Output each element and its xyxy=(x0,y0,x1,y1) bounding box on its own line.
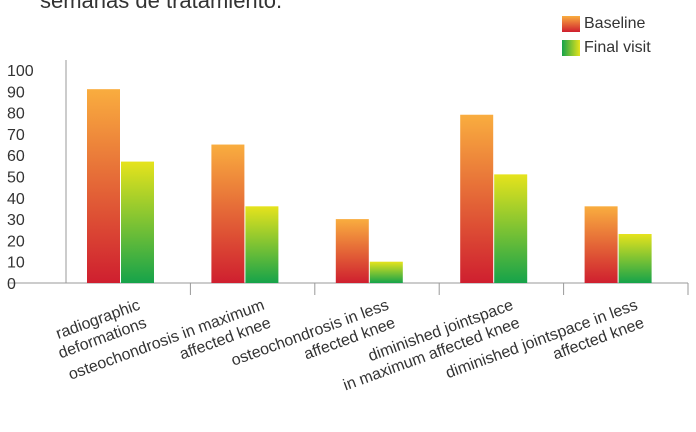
legend-swatch-final-visit xyxy=(562,40,580,56)
bar-baseline xyxy=(584,206,618,283)
y-tick-label: 60 xyxy=(7,148,25,165)
bar-final-visit xyxy=(369,261,403,283)
legend-swatch-baseline xyxy=(562,16,580,32)
bar-final-visit xyxy=(245,206,279,283)
legend-label-final-visit: Final visit xyxy=(584,39,651,56)
bar-baseline xyxy=(211,144,245,283)
y-tick-label: 30 xyxy=(7,212,25,229)
bar-final-visit xyxy=(121,161,154,283)
chart-title-fragment: semanas de tratamiento. xyxy=(40,0,283,13)
legend: Baseline Final visit xyxy=(562,12,651,60)
y-tick-label: 50 xyxy=(7,170,25,187)
y-tick-label: 20 xyxy=(7,233,25,250)
bar-baseline xyxy=(87,89,120,283)
y-tick-label: 100 xyxy=(7,63,34,80)
bar-baseline xyxy=(460,114,494,283)
legend-item-final-visit: Final visit xyxy=(562,36,651,60)
legend-item-baseline: Baseline xyxy=(562,12,651,36)
bar-final-visit xyxy=(494,174,528,283)
bars xyxy=(87,89,652,283)
bar-baseline xyxy=(335,219,369,283)
y-tick-label: 0 xyxy=(7,276,16,293)
y-tick-label: 70 xyxy=(7,127,25,144)
bar-final-visit xyxy=(618,234,652,283)
y-tick-label: 10 xyxy=(7,255,25,272)
y-tick-label: 80 xyxy=(7,106,25,123)
legend-label-baseline: Baseline xyxy=(584,15,646,32)
y-tick-label: 90 xyxy=(7,84,25,101)
y-tick-label: 40 xyxy=(7,191,25,208)
